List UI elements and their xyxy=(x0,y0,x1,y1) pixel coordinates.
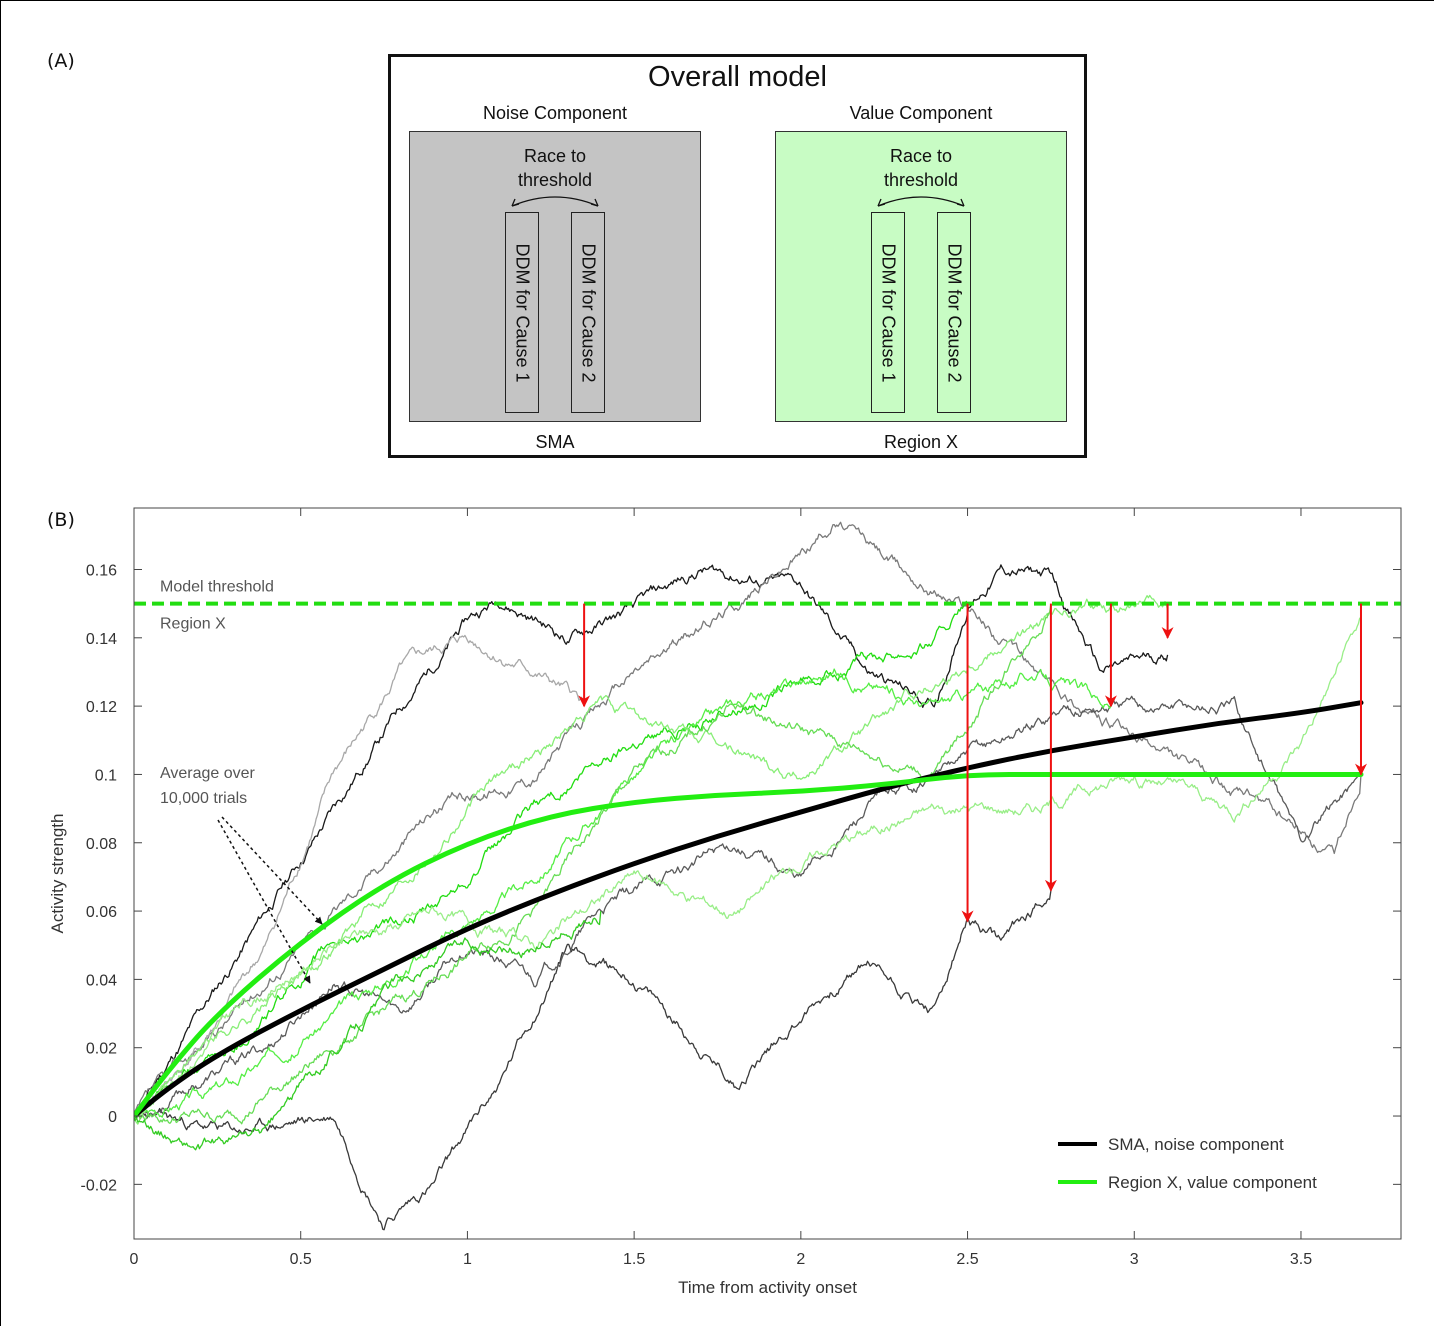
threshold-region-label: Region X xyxy=(160,616,226,633)
ddm-cause-1-box: DDM for Cause 1 xyxy=(871,212,905,413)
y-tick-label: -0.02 xyxy=(81,1177,118,1194)
x-tick-label: 3 xyxy=(1130,1251,1139,1268)
y-tick-label: 0 xyxy=(108,1109,117,1126)
overall-model-diagram: Overall model Noise Component Race to th… xyxy=(388,54,1087,458)
trial-trace-1 xyxy=(134,564,1169,1115)
overall-model-title: Overall model xyxy=(648,61,827,93)
x-tick-label: 1 xyxy=(463,1251,472,1268)
left-frame-line xyxy=(0,0,1,1326)
y-tick-label: 0.06 xyxy=(86,904,117,921)
average-annotation-line1: Average over xyxy=(160,765,256,782)
x-tick-label: 3.5 xyxy=(1290,1251,1312,1268)
y-tick-label: 0.14 xyxy=(86,631,117,648)
trial-trace-2 xyxy=(134,890,1052,1231)
y-tick-label: 0.1 xyxy=(95,767,117,784)
trial-trace-10 xyxy=(134,617,1362,1120)
trial-trace-3 xyxy=(134,521,1362,1116)
y-tick-label: 0.08 xyxy=(86,836,117,853)
region-x-label: Region X xyxy=(883,432,959,452)
y-tick-label: 0.02 xyxy=(86,1041,117,1058)
legend-label-2: Region X, value component xyxy=(1108,1173,1317,1192)
sma-average-line xyxy=(134,700,1364,1119)
x-tick-label: 1.5 xyxy=(623,1251,645,1268)
trial-trace-4 xyxy=(134,634,585,1115)
value-component-box: Race to threshold DDM for Cause 1 DDM fo… xyxy=(775,131,1067,422)
ddm-cause-2-box: DDM for Cause 2 xyxy=(571,212,605,413)
annotation-pointer-1 xyxy=(221,816,323,925)
average-annotation-line2: 10,000 trials xyxy=(160,790,247,807)
trial-trace-7 xyxy=(134,668,1112,1118)
trial-trace-6 xyxy=(134,600,969,1118)
annotation-pointer-2 xyxy=(217,819,311,984)
y-tick-label: 0.12 xyxy=(86,699,117,716)
x-tick-label: 2 xyxy=(796,1251,805,1268)
region-x-average-line xyxy=(134,771,1364,1119)
threshold-label: Model threshold xyxy=(160,579,274,596)
panel-label-b: (B) xyxy=(47,509,75,531)
race-arrow-icon xyxy=(511,196,599,207)
noise-race-label: Race to threshold xyxy=(517,146,593,190)
trial-trace-11 xyxy=(134,911,602,1151)
noise-component-heading: Noise Component xyxy=(482,103,628,123)
y-tick-label: 0.16 xyxy=(86,562,117,579)
trial-trace-9 xyxy=(134,603,1052,1125)
top-frame-line xyxy=(0,0,1434,1)
x-tick-label: 0 xyxy=(130,1251,139,1268)
x-tick-label: 2.5 xyxy=(956,1251,978,1268)
trial-trace-5 xyxy=(134,695,1362,1120)
ddm-cause-2-box: DDM for Cause 2 xyxy=(937,212,971,413)
x-tick-label: 0.5 xyxy=(290,1251,312,1268)
value-component-heading: Value Component xyxy=(849,103,993,123)
value-race-label: Race to threshold xyxy=(883,146,959,190)
y-axis-label: Activity strength xyxy=(48,814,67,934)
x-axis-label: Time from activity onset xyxy=(678,1278,857,1297)
noise-component-box: Race to threshold DDM for Cause 1 DDM fo… xyxy=(409,131,701,422)
legend-label-1: SMA, noise component xyxy=(1108,1135,1284,1154)
activity-chart: 0 0.5 1 1.5 2 2.5 3 3.5 -0.02 0 0.02 0.04 0.06 0.08 0.… xyxy=(48,507,1402,1297)
panel-label-a: (A) xyxy=(47,50,75,72)
race-arrow-icon xyxy=(877,196,965,207)
y-tick-label: 0.04 xyxy=(86,972,117,989)
plot-area xyxy=(134,521,1401,1231)
sma-label: SMA xyxy=(535,432,575,452)
plot-frame xyxy=(133,507,1402,1240)
ddm-cause-1-box: DDM for Cause 1 xyxy=(505,212,539,413)
